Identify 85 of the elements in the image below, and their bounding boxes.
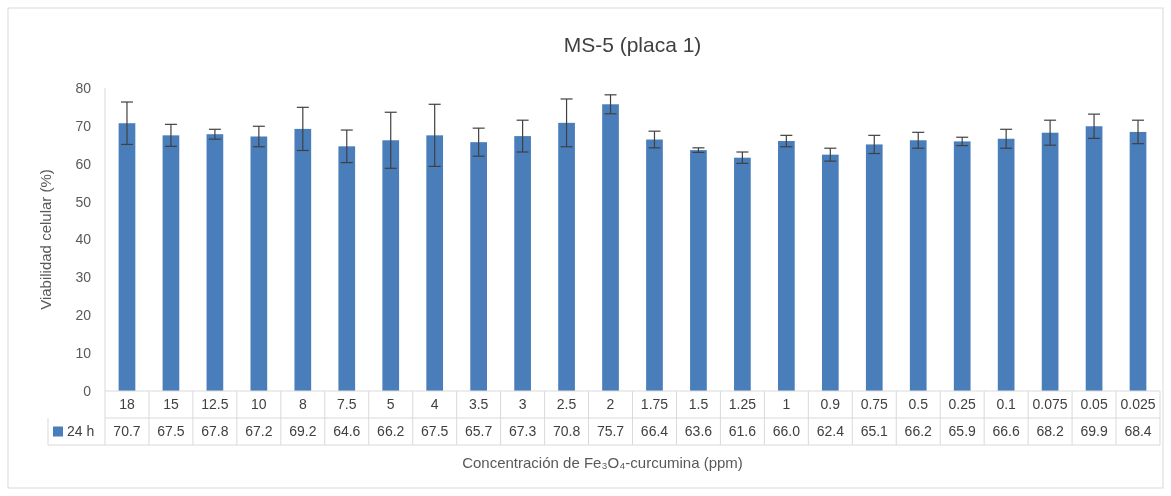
x-tick-label: 8 <box>298 396 307 413</box>
x-tick-label: 0.75 <box>860 396 889 413</box>
x-tick-label: 0.075 <box>1032 396 1068 413</box>
bar <box>118 123 136 391</box>
x-tick-label: 1 <box>782 396 791 413</box>
data-label: 66.4 <box>640 423 669 440</box>
bar <box>690 150 707 391</box>
data-label: 66.0 <box>772 423 801 440</box>
data-label: 66.2 <box>377 423 405 440</box>
data-label: 64.6 <box>333 423 361 440</box>
bar <box>997 138 1015 391</box>
data-label: 63.6 <box>684 423 713 440</box>
data-label: 67.2 <box>245 423 273 440</box>
bar <box>514 136 531 391</box>
data-label: 65.1 <box>860 423 889 440</box>
y-tick-label: 30 <box>75 269 92 286</box>
x-tick-label: 15 <box>163 396 179 413</box>
bar <box>162 135 180 391</box>
data-label: 69.9 <box>1080 423 1108 440</box>
x-tick-label: 5 <box>386 396 395 413</box>
bar <box>602 104 619 391</box>
x-tick-label: 10 <box>251 396 267 413</box>
bar <box>734 157 751 391</box>
bar <box>250 136 268 391</box>
bar <box>1085 126 1103 391</box>
bar <box>338 146 356 391</box>
x-tick-label: 0.5 <box>908 396 929 413</box>
bar <box>778 141 795 391</box>
bar <box>470 142 487 391</box>
bar <box>821 154 839 391</box>
bar <box>953 141 971 391</box>
data-label: 61.6 <box>728 423 757 440</box>
x-tick-label: 1.25 <box>728 396 757 413</box>
x-tick-label: 0.1 <box>996 396 1017 413</box>
x-tick-label: 2.5 <box>556 396 577 413</box>
bar <box>206 134 224 391</box>
y-tick-label: 60 <box>75 155 92 172</box>
data-label: 65.9 <box>948 423 977 440</box>
y-tick-label: 50 <box>75 193 92 210</box>
y-tick-label: 10 <box>75 345 92 362</box>
x-tick-label: 4 <box>430 396 439 413</box>
bar <box>382 140 400 391</box>
y-tick-label: 0 <box>83 382 92 399</box>
bar <box>1129 131 1147 391</box>
bar <box>646 139 663 391</box>
x-tick-label: 3 <box>518 396 527 413</box>
bar <box>1041 132 1059 391</box>
x-tick-label: 7.5 <box>337 396 357 413</box>
data-label: 68.2 <box>1036 423 1064 440</box>
data-label: 70.8 <box>552 423 581 440</box>
data-label: 67.5 <box>421 423 449 440</box>
data-label: 67.8 <box>201 423 229 440</box>
y-tick-label: 20 <box>75 307 92 324</box>
data-label: 67.5 <box>157 423 185 440</box>
data-label: 68.4 <box>1124 423 1152 440</box>
data-label: 75.7 <box>596 423 625 440</box>
bar <box>909 140 927 391</box>
data-label: 67.3 <box>508 423 537 440</box>
bar <box>865 144 883 391</box>
x-tick-label: 0.025 <box>1120 396 1156 413</box>
chart-title: MS-5 (placa 1) <box>563 33 702 56</box>
bar <box>558 122 575 391</box>
bar <box>294 128 312 391</box>
x-tick-label: 0.9 <box>820 396 841 413</box>
data-label: 66.2 <box>904 423 933 440</box>
data-label: 69.2 <box>289 423 317 440</box>
x-tick-label: 12.5 <box>201 396 229 413</box>
x-tick-label: 3.5 <box>468 396 489 413</box>
x-axis-title: Concentración de Fe₃O₄-curcumina (ppm) <box>462 454 743 471</box>
bar <box>426 135 444 391</box>
x-tick-label: 18 <box>119 396 135 413</box>
data-label: 62.4 <box>816 423 845 440</box>
data-label: 65.7 <box>465 423 493 440</box>
data-label: 70.7 <box>113 423 141 440</box>
x-tick-label: 2 <box>606 396 615 413</box>
y-tick-label: 80 <box>75 79 92 96</box>
y-axis-title: Viabilidad celular (%) <box>37 169 54 310</box>
y-tick-label: 40 <box>75 231 92 248</box>
x-tick-label: 1.5 <box>688 396 709 413</box>
legend-label: 24 h <box>67 423 95 440</box>
data-label: 66.6 <box>992 423 1020 440</box>
x-tick-label: 0.05 <box>1080 396 1108 413</box>
x-tick-label: 1.75 <box>640 396 669 413</box>
y-tick-label: 70 <box>75 117 92 134</box>
x-tick-label: 0.25 <box>948 396 977 413</box>
